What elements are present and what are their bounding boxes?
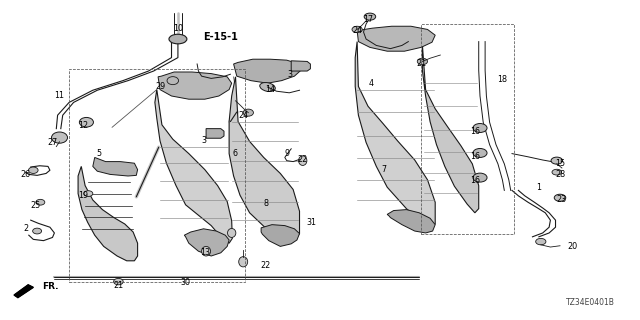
Polygon shape (78, 166, 138, 261)
Text: 26: 26 (20, 170, 31, 179)
Ellipse shape (298, 156, 307, 165)
Bar (421, 24, 514, 234)
Ellipse shape (473, 173, 487, 182)
Ellipse shape (473, 148, 487, 157)
Text: 17: 17 (363, 15, 373, 24)
Ellipse shape (243, 109, 253, 116)
Text: 20: 20 (568, 242, 578, 251)
Text: 21: 21 (416, 60, 426, 68)
Ellipse shape (228, 228, 236, 237)
Text: 14: 14 (265, 85, 275, 94)
Text: 27: 27 (47, 138, 58, 147)
Polygon shape (234, 59, 301, 83)
Text: 3: 3 (287, 70, 292, 79)
Polygon shape (14, 285, 33, 298)
Text: 16: 16 (470, 127, 480, 136)
Polygon shape (291, 61, 310, 71)
Text: 10: 10 (173, 24, 183, 33)
Polygon shape (184, 229, 229, 256)
Ellipse shape (352, 26, 362, 33)
Text: 29: 29 (155, 82, 165, 91)
Ellipse shape (473, 124, 487, 132)
Ellipse shape (114, 278, 123, 285)
Ellipse shape (417, 58, 428, 65)
Ellipse shape (33, 228, 42, 234)
Text: 31: 31 (307, 218, 317, 227)
Ellipse shape (167, 76, 179, 84)
Text: 3: 3 (201, 136, 206, 145)
Text: 16: 16 (470, 176, 480, 185)
Ellipse shape (239, 257, 248, 267)
Ellipse shape (51, 132, 68, 143)
Text: 11: 11 (54, 92, 64, 100)
Text: 8: 8 (263, 199, 268, 208)
Polygon shape (261, 225, 300, 246)
Polygon shape (387, 210, 435, 233)
Text: TZ34E0401B: TZ34E0401B (566, 298, 614, 307)
Bar (69, 69, 245, 282)
Text: 24: 24 (238, 111, 248, 120)
Text: 7: 7 (381, 165, 387, 174)
Ellipse shape (260, 83, 275, 92)
Text: 21: 21 (113, 281, 124, 290)
Text: FR.: FR. (42, 282, 59, 291)
Text: 23: 23 (557, 196, 567, 204)
Polygon shape (422, 45, 479, 213)
Text: 22: 22 (297, 156, 307, 164)
Text: 4: 4 (369, 79, 374, 88)
Ellipse shape (36, 199, 45, 205)
Text: 12: 12 (78, 121, 88, 130)
Text: 22: 22 (260, 261, 271, 270)
Text: 19: 19 (78, 191, 88, 200)
Text: 18: 18 (497, 76, 508, 84)
Text: 24: 24 (352, 26, 362, 35)
Ellipse shape (364, 13, 376, 20)
Text: 15: 15 (556, 159, 566, 168)
Ellipse shape (551, 157, 563, 164)
Text: E-15-1: E-15-1 (204, 32, 238, 42)
Ellipse shape (536, 238, 546, 245)
Text: 5: 5 (97, 149, 102, 158)
Text: 28: 28 (556, 170, 566, 179)
Text: 13: 13 (200, 248, 210, 257)
Text: 25: 25 (30, 201, 40, 210)
Polygon shape (93, 157, 138, 176)
Text: 30: 30 (180, 278, 191, 287)
Text: 9: 9 (284, 149, 289, 158)
Polygon shape (229, 77, 300, 240)
Text: 1: 1 (536, 183, 541, 192)
Polygon shape (158, 72, 232, 99)
Ellipse shape (84, 191, 93, 196)
Ellipse shape (29, 167, 38, 173)
Text: 16: 16 (470, 152, 480, 161)
Text: 2: 2 (23, 224, 28, 233)
Text: 6: 6 (232, 149, 237, 158)
Ellipse shape (79, 117, 93, 127)
Ellipse shape (169, 34, 187, 44)
Polygon shape (155, 90, 232, 243)
Polygon shape (355, 42, 435, 227)
Polygon shape (357, 26, 435, 51)
Ellipse shape (552, 169, 562, 175)
Ellipse shape (554, 194, 566, 201)
Polygon shape (206, 129, 224, 138)
Ellipse shape (202, 246, 211, 256)
